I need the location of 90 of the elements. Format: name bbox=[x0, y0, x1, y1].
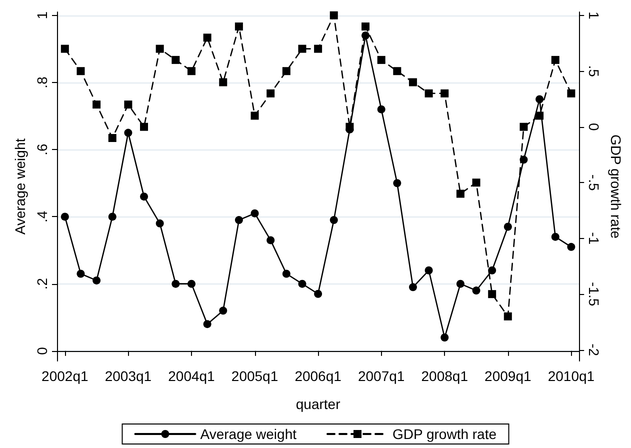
point bbox=[536, 95, 544, 104]
x-tick-label: 2004q1 bbox=[168, 368, 216, 384]
point bbox=[266, 236, 275, 244]
point bbox=[187, 280, 196, 288]
point bbox=[424, 266, 433, 274]
point bbox=[266, 89, 275, 98]
y2-tick-label: .5 bbox=[586, 65, 602, 78]
point bbox=[282, 270, 290, 278]
point bbox=[488, 290, 496, 298]
point bbox=[472, 178, 480, 187]
y2-tick-label: 1 bbox=[586, 11, 602, 20]
point bbox=[234, 22, 243, 30]
point bbox=[156, 219, 164, 228]
point bbox=[234, 216, 243, 224]
point bbox=[76, 67, 85, 76]
y-axis-title: Average weight bbox=[12, 138, 28, 235]
point bbox=[567, 242, 576, 251]
point bbox=[298, 280, 306, 288]
point bbox=[140, 122, 148, 131]
x-tick-label: 2006q1 bbox=[294, 368, 342, 384]
point bbox=[60, 44, 69, 53]
point bbox=[408, 283, 417, 292]
point bbox=[60, 212, 69, 221]
point bbox=[108, 134, 116, 142]
point bbox=[108, 212, 116, 221]
x-tick-label: 2009q1 bbox=[484, 368, 532, 384]
y2-tick-label: -.5 bbox=[586, 174, 602, 191]
point bbox=[250, 112, 259, 120]
point bbox=[488, 266, 496, 274]
point bbox=[203, 34, 212, 42]
y2-axis-title: GDP growth rate bbox=[608, 134, 624, 239]
point bbox=[203, 320, 212, 328]
point bbox=[551, 232, 560, 241]
point bbox=[362, 22, 370, 30]
point bbox=[504, 312, 512, 320]
point bbox=[362, 31, 370, 40]
point bbox=[440, 334, 449, 342]
point bbox=[424, 89, 433, 98]
point bbox=[140, 192, 148, 201]
point bbox=[92, 276, 101, 284]
point bbox=[377, 105, 386, 114]
y2-tick-label: -1 bbox=[586, 232, 602, 245]
point bbox=[393, 179, 402, 188]
point bbox=[377, 56, 386, 64]
x-axis-title: quarter bbox=[296, 396, 341, 412]
point bbox=[124, 128, 132, 137]
point bbox=[187, 67, 196, 76]
point bbox=[408, 78, 417, 86]
point bbox=[172, 280, 180, 288]
point bbox=[551, 56, 560, 64]
point bbox=[520, 122, 528, 131]
point bbox=[314, 44, 322, 53]
point bbox=[92, 100, 101, 109]
y2-tick-label: 0 bbox=[586, 122, 602, 131]
y-tick-label: .4 bbox=[34, 210, 50, 223]
y-tick-label: .2 bbox=[34, 278, 50, 290]
x-tick-label: 2007q1 bbox=[358, 368, 405, 384]
point bbox=[456, 280, 464, 288]
x-tick-label: 2002q1 bbox=[42, 368, 88, 384]
point bbox=[124, 100, 132, 109]
point bbox=[456, 190, 464, 198]
point bbox=[219, 78, 228, 86]
legend-label: Average weight bbox=[200, 426, 297, 442]
point bbox=[330, 216, 338, 224]
point bbox=[314, 290, 322, 298]
x-tick-label: 2010q1 bbox=[548, 368, 595, 384]
point bbox=[472, 286, 480, 295]
point bbox=[282, 67, 290, 76]
point bbox=[440, 89, 449, 98]
point bbox=[250, 209, 259, 218]
point bbox=[298, 44, 306, 53]
y-tick-label: .8 bbox=[34, 76, 50, 88]
y2-tick-label: -1.5 bbox=[586, 282, 602, 306]
point bbox=[172, 56, 180, 64]
x-tick-label: 2008q1 bbox=[421, 368, 468, 384]
point bbox=[520, 156, 528, 164]
y-tick-label: 0 bbox=[34, 346, 50, 355]
y-tick-label: 1 bbox=[34, 11, 50, 20]
point bbox=[504, 222, 512, 231]
y-tick-label: .6 bbox=[34, 144, 50, 156]
point bbox=[76, 270, 85, 278]
point bbox=[219, 306, 228, 315]
y2-tick-label: -2 bbox=[586, 344, 602, 356]
legend-label: GDP growth rate bbox=[392, 426, 497, 442]
point bbox=[567, 89, 576, 98]
point bbox=[156, 44, 164, 53]
point bbox=[330, 11, 338, 20]
point bbox=[393, 67, 402, 76]
x-tick-label: 2003q1 bbox=[104, 368, 152, 384]
x-tick-label: 2005q1 bbox=[231, 368, 278, 384]
